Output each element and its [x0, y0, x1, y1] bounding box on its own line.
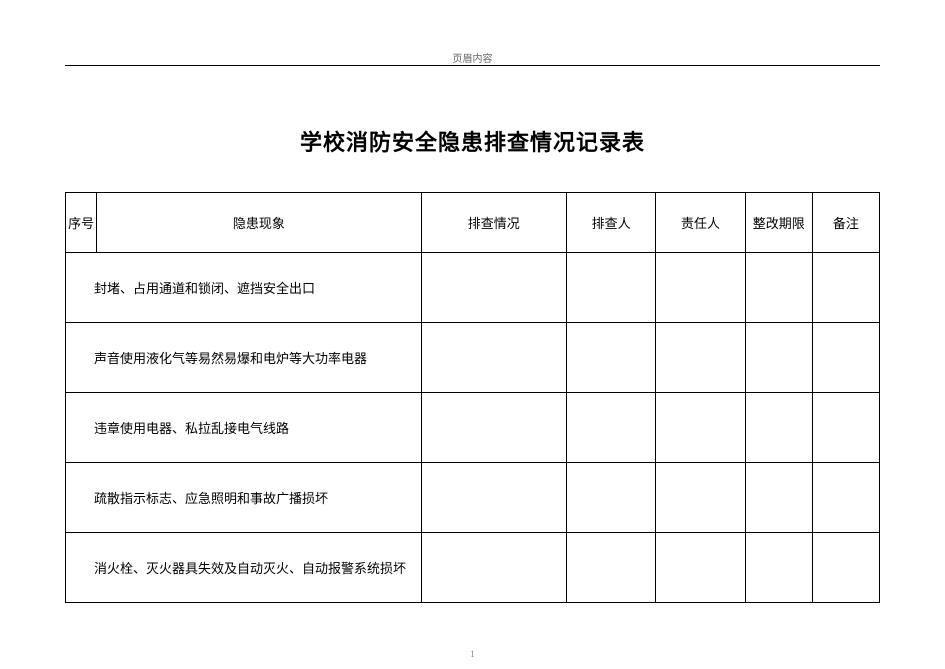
inspection-table: 序号 隐患现象 排查情况 排查人 责任人 整改期限 备注 封堵、占用通道和锁闭、…: [65, 192, 880, 603]
check-cell: [421, 533, 566, 603]
col-header-person: 排查人: [566, 193, 655, 253]
deadline-cell: [745, 253, 812, 323]
col-header-resp: 责任人: [656, 193, 745, 253]
table-row: 违章使用电器、私拉乱接电气线路: [66, 393, 880, 463]
note-cell: [812, 393, 879, 463]
hazard-cell: 违章使用电器、私拉乱接电气线路: [66, 393, 422, 463]
table-row: 声音使用液化气等易然易爆和电炉等大功率电器: [66, 323, 880, 393]
note-cell: [812, 463, 879, 533]
person-cell: [566, 253, 655, 323]
deadline-cell: [745, 393, 812, 463]
table-body: 封堵、占用通道和锁闭、遮挡安全出口声音使用液化气等易然易爆和电炉等大功率电器违章…: [66, 253, 880, 603]
person-cell: [566, 393, 655, 463]
page-header-rule: [65, 65, 880, 66]
person-cell: [566, 533, 655, 603]
hazard-text: 疏散指示标志、应急照明和事故广播损坏: [88, 488, 328, 507]
hazard-text: 消火栓、灭火器具失效及自动灭火、自动报警系统损坏: [88, 558, 406, 577]
note-cell: [812, 323, 879, 393]
deadline-cell: [745, 533, 812, 603]
hazard-text: 封堵、占用通道和锁闭、遮挡安全出口: [88, 278, 315, 297]
hazard-text: 违章使用电器、私拉乱接电气线路: [88, 418, 289, 437]
col-header-deadline: 整改期限: [745, 193, 812, 253]
hazard-text: 声音使用液化气等易然易爆和电炉等大功率电器: [88, 348, 367, 367]
check-cell: [421, 393, 566, 463]
col-header-check: 排查情况: [421, 193, 566, 253]
hazard-cell: 疏散指示标志、应急照明和事故广播损坏: [66, 463, 422, 533]
person-cell: [566, 463, 655, 533]
col-header-hazard: 隐患现象: [97, 193, 421, 253]
note-cell: [812, 253, 879, 323]
col-header-seq: 序号: [66, 193, 97, 253]
page-title: 学校消防安全隐患排查情况记录表: [0, 125, 945, 157]
deadline-cell: [745, 463, 812, 533]
table-container: 序号 隐患现象 排查情况 排查人 责任人 整改期限 备注 封堵、占用通道和锁闭、…: [65, 192, 880, 603]
check-cell: [421, 253, 566, 323]
check-cell: [421, 323, 566, 393]
resp-cell: [656, 533, 745, 603]
check-cell: [421, 463, 566, 533]
resp-cell: [656, 253, 745, 323]
page-footer: 1: [470, 649, 475, 659]
resp-cell: [656, 323, 745, 393]
table-header-row: 序号 隐患现象 排查情况 排查人 责任人 整改期限 备注: [66, 193, 880, 253]
hazard-cell: 消火栓、灭火器具失效及自动灭火、自动报警系统损坏: [66, 533, 422, 603]
person-cell: [566, 323, 655, 393]
resp-cell: [656, 393, 745, 463]
resp-cell: [656, 463, 745, 533]
col-header-note: 备注: [812, 193, 879, 253]
table-row: 封堵、占用通道和锁闭、遮挡安全出口: [66, 253, 880, 323]
page-header-label: 页眉内容: [453, 50, 493, 65]
deadline-cell: [745, 323, 812, 393]
table-row: 疏散指示标志、应急照明和事故广播损坏: [66, 463, 880, 533]
note-cell: [812, 533, 879, 603]
hazard-cell: 声音使用液化气等易然易爆和电炉等大功率电器: [66, 323, 422, 393]
hazard-cell: 封堵、占用通道和锁闭、遮挡安全出口: [66, 253, 422, 323]
table-row: 消火栓、灭火器具失效及自动灭火、自动报警系统损坏: [66, 533, 880, 603]
